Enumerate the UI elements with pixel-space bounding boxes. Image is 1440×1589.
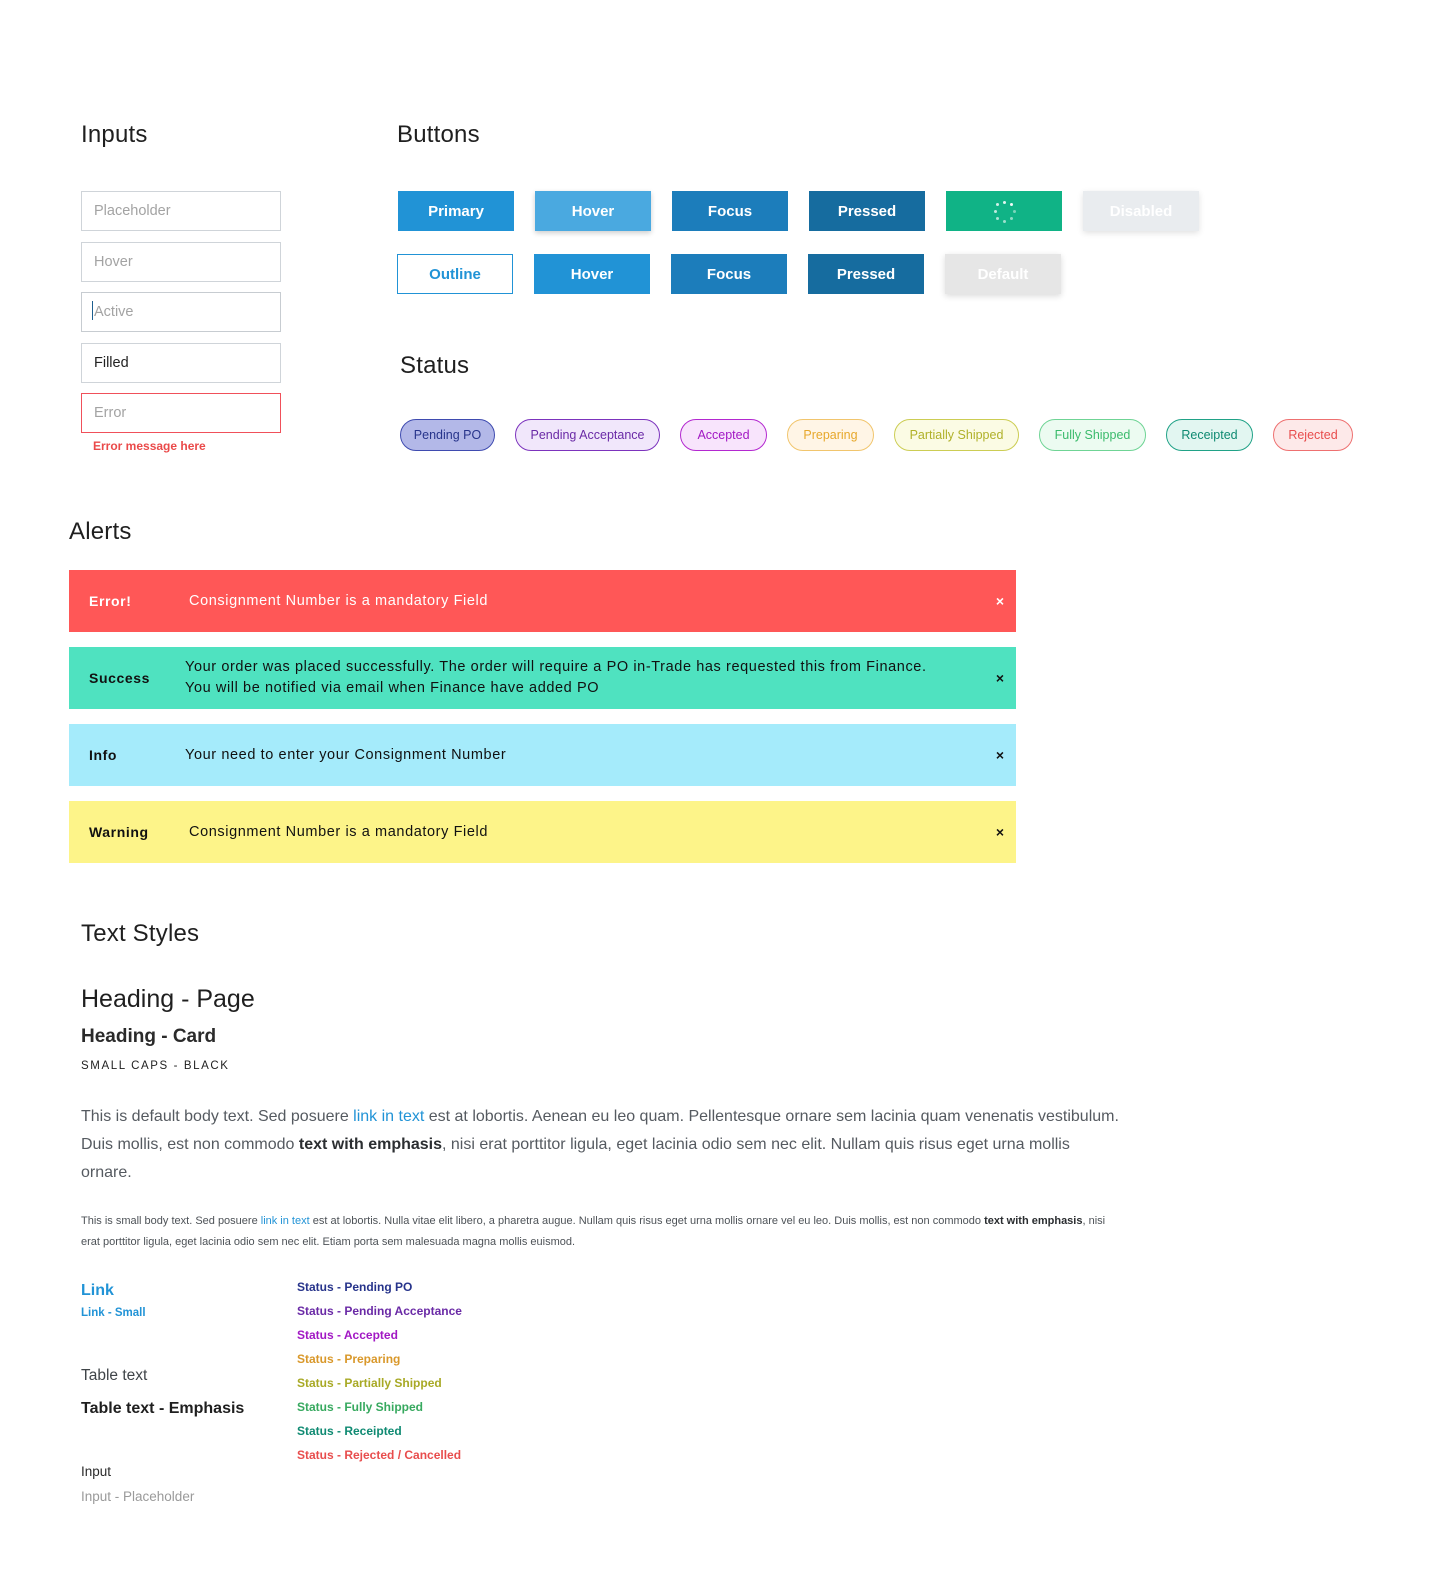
body-text-part: This is default body text. Sed posuere: [81, 1108, 354, 1125]
alert-type-label: Info: [89, 747, 118, 763]
body-text-sample: This is default body text. Sed posuere l…: [81, 1103, 1121, 1187]
status-pill-partially-shipped: Partially Shipped: [894, 419, 1019, 451]
body-inline-link[interactable]: link in text: [353, 1108, 425, 1125]
status-pill-preparing: Preparing: [787, 419, 874, 451]
status-text-partially-shipped: Status - Partially Shipped: [297, 1376, 442, 1390]
body-text-part: , nisi erat porttitor ligula, eget lacin…: [81, 1136, 1070, 1181]
disabled-button: Disabled: [1083, 191, 1199, 231]
outline-hover-button[interactable]: Hover: [534, 254, 650, 294]
pressed-button[interactable]: Pressed: [809, 191, 925, 231]
spinner-dot: [1003, 219, 1006, 223]
small-text-part: This is small body text. Sed posuere: [81, 1215, 261, 1227]
status-pill-receipted: Receipted: [1166, 419, 1253, 451]
status-pill-pending-acceptance: Pending Acceptance: [515, 419, 660, 451]
status-pill-rejected: Rejected: [1273, 419, 1353, 451]
link-sample[interactable]: Link: [81, 1282, 114, 1299]
status-text-pending-po: Status - Pending PO: [297, 1280, 413, 1294]
buttons-section-title: Buttons: [397, 121, 480, 148]
alert-type-label: Error!: [89, 593, 132, 609]
alert-message: Consignment Number is a mandatory Field: [189, 592, 489, 609]
status-text-receipted: Status - Receipted: [297, 1424, 402, 1438]
alerts-section-title: Alerts: [69, 518, 132, 545]
status-text-preparing: Status - Preparing: [297, 1352, 401, 1366]
error-message: Error message here: [93, 439, 206, 453]
spinner-dot: [996, 203, 1000, 207]
spinner-dot: [993, 210, 997, 213]
alert-message-line-1: Your order was placed successfully. The …: [185, 659, 927, 675]
close-icon[interactable]: ×: [995, 670, 1004, 686]
small-emphasis: text with emphasis: [984, 1215, 1083, 1227]
outline-focus-button[interactable]: Focus: [671, 254, 787, 294]
status-section-title: Status: [400, 352, 470, 379]
heading-page-sample: Heading - Page: [81, 985, 255, 1013]
table-text-sample: Table text: [81, 1367, 148, 1384]
placeholder-input[interactable]: [81, 191, 281, 231]
alert-type-label: Success: [89, 670, 151, 686]
alert-message: Consignment Number is a mandatory Field: [189, 823, 489, 840]
status-pill-pending-po: Pending PO: [400, 419, 495, 451]
focus-button[interactable]: Focus: [672, 191, 788, 231]
body-emphasis: text with emphasis: [298, 1136, 443, 1153]
spinner-dot: [1009, 203, 1013, 207]
spinner-dot: [1012, 210, 1016, 213]
outline-button[interactable]: Outline: [397, 254, 513, 294]
primary-button[interactable]: Primary: [398, 191, 514, 231]
active-input[interactable]: [81, 292, 281, 332]
success-alert: Success Your order was placed successful…: [69, 647, 1016, 709]
error-alert: Error! Consignment Number is a mandatory…: [69, 570, 1016, 632]
text-styles-section-title: Text Styles: [81, 920, 200, 947]
body-text-part: est at lobortis. Aenean eu leo quam. Pel…: [81, 1108, 1119, 1153]
hover-button[interactable]: Hover: [535, 191, 651, 231]
alert-message-line-2: You will be notified via email when Fina…: [185, 680, 600, 696]
spinner-dot: [1003, 200, 1006, 204]
status-pill-fully-shipped: Fully Shipped: [1039, 419, 1146, 451]
heading-card-sample: Heading - Card: [81, 1026, 217, 1047]
close-icon[interactable]: ×: [995, 824, 1004, 840]
text-caret: [92, 301, 93, 320]
link-small-sample[interactable]: Link - Small: [81, 1307, 146, 1319]
alert-type-label: Warning: [89, 824, 149, 840]
input-placeholder-sample: Input - Placeholder: [81, 1489, 195, 1504]
small-inline-link[interactable]: link in text: [260, 1215, 310, 1227]
small-text-sample: This is small body text. Sed posuere lin…: [81, 1211, 1121, 1253]
spinner-dot: [1009, 216, 1013, 220]
warning-alert: Warning Consignment Number is a mandator…: [69, 801, 1016, 863]
spinner-icon: [993, 200, 1016, 223]
status-text-rejected: Status - Rejected / Cancelled: [297, 1448, 462, 1462]
filled-input[interactable]: [81, 343, 281, 383]
default-button: Default: [945, 254, 1061, 294]
small-text-part: est at lobortis. Nulla vitae elit libero…: [309, 1215, 985, 1227]
small-text-part: , nisi erat porttitor ligula, eget lacin…: [81, 1215, 1106, 1248]
outline-pressed-button[interactable]: Pressed: [808, 254, 924, 294]
error-input[interactable]: [81, 393, 281, 433]
input-text-sample: Input: [81, 1464, 112, 1479]
inputs-section-title: Inputs: [81, 121, 148, 148]
table-text-emphasis-sample: Table text - Emphasis: [81, 1400, 245, 1417]
status-text-fully-shipped: Status - Fully Shipped: [297, 1400, 424, 1414]
status-text-accepted: Status - Accepted: [297, 1328, 398, 1342]
alert-message: Your order was placed successfully. The …: [185, 657, 927, 699]
hover-input[interactable]: [81, 242, 281, 282]
status-text-pending-acceptance: Status - Pending Acceptance: [297, 1304, 462, 1318]
loading-button[interactable]: [946, 191, 1062, 231]
close-icon[interactable]: ×: [995, 747, 1004, 763]
close-icon[interactable]: ×: [995, 593, 1004, 609]
status-pill-accepted: Accepted: [680, 419, 767, 451]
alert-message: Your need to enter your Consignment Numb…: [185, 746, 507, 763]
spinner-dot: [996, 216, 1000, 220]
small-caps-sample: SMALL CAPS - BLACK: [81, 1060, 230, 1072]
info-alert: Info Your need to enter your Consignment…: [69, 724, 1016, 786]
